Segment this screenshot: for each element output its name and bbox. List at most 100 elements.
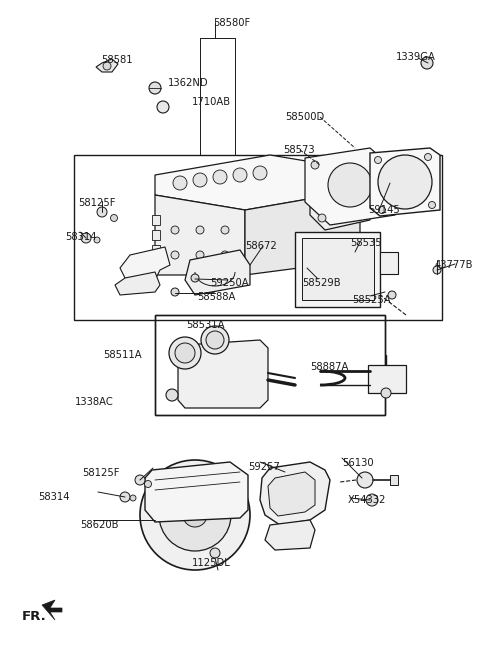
Circle shape [213, 170, 227, 184]
Circle shape [159, 479, 231, 551]
Circle shape [311, 161, 319, 169]
Circle shape [421, 57, 433, 69]
Circle shape [318, 214, 326, 222]
Circle shape [366, 494, 378, 506]
Circle shape [328, 163, 372, 207]
Text: 59257: 59257 [248, 462, 280, 472]
Circle shape [173, 176, 187, 190]
Polygon shape [305, 148, 395, 225]
Circle shape [424, 154, 432, 161]
Text: 58887A: 58887A [310, 362, 348, 372]
Circle shape [378, 155, 432, 209]
Bar [155, 315, 385, 415]
Bar [302, 238, 374, 300]
Polygon shape [178, 340, 268, 408]
Text: 58125F: 58125F [82, 468, 120, 478]
Polygon shape [145, 462, 248, 522]
Bar [368, 365, 406, 393]
Circle shape [221, 226, 229, 234]
Circle shape [210, 548, 220, 558]
Circle shape [378, 154, 386, 162]
Circle shape [429, 202, 435, 208]
Text: 1362ND: 1362ND [168, 78, 209, 88]
Text: 1710AB: 1710AB [192, 97, 231, 107]
Polygon shape [265, 520, 315, 550]
Text: 58125F: 58125F [78, 198, 116, 208]
Circle shape [157, 101, 169, 113]
Text: 59145: 59145 [368, 205, 400, 215]
Circle shape [130, 495, 136, 501]
Polygon shape [185, 250, 250, 295]
Text: 58672: 58672 [245, 241, 277, 251]
Circle shape [149, 82, 161, 94]
Text: 58500D: 58500D [285, 112, 324, 122]
Text: 58525A: 58525A [352, 295, 391, 305]
Text: 58573: 58573 [283, 145, 314, 155]
Text: 1125DL: 1125DL [192, 558, 231, 568]
Circle shape [206, 331, 224, 349]
Circle shape [135, 475, 145, 485]
Polygon shape [260, 462, 330, 525]
Text: FR.: FR. [22, 610, 47, 623]
Text: 58314: 58314 [65, 232, 96, 242]
Circle shape [94, 237, 100, 243]
Bar [74, 155, 442, 320]
Text: 58588A: 58588A [197, 292, 235, 302]
Bar [390, 475, 398, 485]
Text: X54332: X54332 [348, 495, 386, 505]
Text: 58511A: 58511A [103, 350, 142, 360]
Polygon shape [155, 155, 360, 210]
Polygon shape [96, 59, 118, 72]
Text: 58314: 58314 [38, 492, 70, 502]
Circle shape [333, 193, 357, 217]
Bar [152, 215, 160, 225]
Circle shape [183, 503, 207, 527]
Circle shape [171, 251, 179, 259]
Circle shape [374, 156, 382, 163]
Circle shape [140, 460, 250, 570]
Polygon shape [120, 247, 170, 285]
Circle shape [233, 168, 247, 182]
Circle shape [171, 226, 179, 234]
Circle shape [196, 226, 204, 234]
Circle shape [81, 233, 91, 243]
Bar [152, 245, 160, 255]
Circle shape [169, 337, 201, 369]
Bar [152, 230, 160, 240]
Circle shape [191, 274, 199, 282]
Polygon shape [115, 272, 160, 295]
Circle shape [357, 472, 373, 488]
Circle shape [196, 251, 204, 259]
Circle shape [166, 389, 178, 401]
Circle shape [120, 492, 130, 502]
Text: 56130: 56130 [342, 458, 373, 468]
Text: 59250A: 59250A [210, 278, 249, 288]
Circle shape [193, 173, 207, 187]
Circle shape [171, 288, 179, 296]
Bar [380, 252, 398, 274]
Circle shape [97, 207, 107, 217]
Text: 58531A: 58531A [186, 320, 225, 330]
Text: 43777B: 43777B [435, 260, 473, 270]
Text: 1339GA: 1339GA [396, 52, 436, 62]
Text: 58529B: 58529B [302, 278, 341, 288]
Text: 1338AC: 1338AC [75, 397, 114, 407]
Polygon shape [268, 472, 315, 516]
Circle shape [110, 214, 118, 221]
Text: 58580F: 58580F [214, 18, 251, 28]
Polygon shape [245, 190, 360, 275]
Text: 58581: 58581 [101, 55, 132, 65]
Text: 58535: 58535 [350, 238, 382, 248]
Circle shape [175, 343, 195, 363]
Circle shape [388, 291, 396, 299]
Bar [155, 315, 385, 415]
Circle shape [379, 206, 385, 214]
Circle shape [253, 166, 267, 180]
Circle shape [386, 204, 394, 212]
Polygon shape [310, 185, 370, 230]
Polygon shape [155, 195, 245, 275]
Circle shape [103, 62, 111, 70]
Bar [295, 232, 380, 307]
Polygon shape [370, 148, 440, 216]
Circle shape [381, 388, 391, 398]
